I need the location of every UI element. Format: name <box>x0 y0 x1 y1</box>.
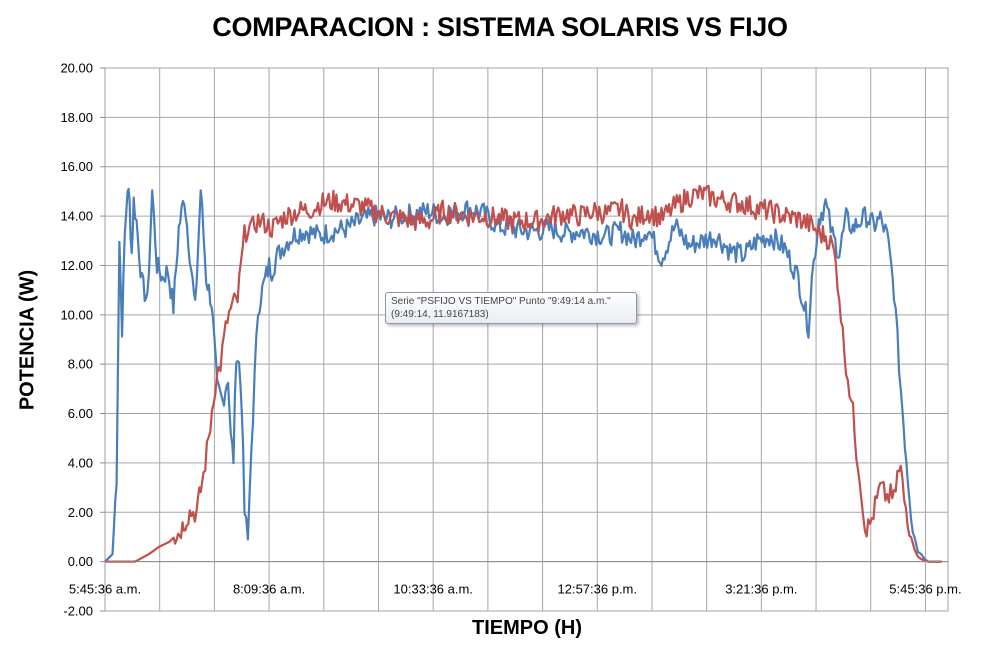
y-tick-label: 18.00 <box>60 110 93 125</box>
x-tick-label: 10:33:36 a.m. <box>393 582 473 597</box>
y-tick-label: 4.00 <box>68 455 93 470</box>
y-tick-label: 14.00 <box>60 209 93 224</box>
y-tick-label: 12.00 <box>60 258 93 273</box>
tooltip-line-1: Serie "PSFIJO VS TIEMPO" Punto "9:49:14 … <box>391 296 611 307</box>
series-line-2 <box>105 184 942 563</box>
chart-title: COMPARACION : SISTEMA SOLARIS VS FIJO <box>212 12 788 42</box>
x-tick-label: 8:09:36 a.m. <box>233 582 305 597</box>
x-axis-label: TIEMPO (H) <box>472 617 582 639</box>
x-tick-label: 12:57:36 p.m. <box>558 582 638 597</box>
x-tick-label: 3:21:36 p.m. <box>725 582 797 597</box>
series-line-1 <box>104 187 942 563</box>
x-tick-label: 5:45:36 p.m. <box>889 582 961 597</box>
series-group <box>104 184 942 563</box>
plot-area <box>104 67 949 612</box>
y-tick-label: 20.00 <box>60 61 93 76</box>
tooltip-line-2: (9:49:14, 11.9167183) <box>391 309 489 320</box>
gridlines <box>104 67 949 612</box>
y-tick-label: 8.00 <box>68 357 93 372</box>
y-tick-label: 0.00 <box>68 554 93 569</box>
y-tick-label: 6.00 <box>68 406 93 421</box>
axes: -2.00 0.00 2.00 4.00 6.00 8.00 10.00 12.00 14.00… <box>60 61 961 619</box>
y-tick-label: 16.00 <box>60 159 93 174</box>
data-point-tooltip: Serie "PSFIJO VS TIEMPO" Punto "9:49:14 … <box>385 292 637 324</box>
x-tick-label: 5:45:36 a.m. <box>69 582 141 597</box>
y-tick-label: 10.00 <box>60 307 93 322</box>
y-tick-label: 2.00 <box>68 505 93 520</box>
y-tick-label: -2.00 <box>63 604 93 619</box>
